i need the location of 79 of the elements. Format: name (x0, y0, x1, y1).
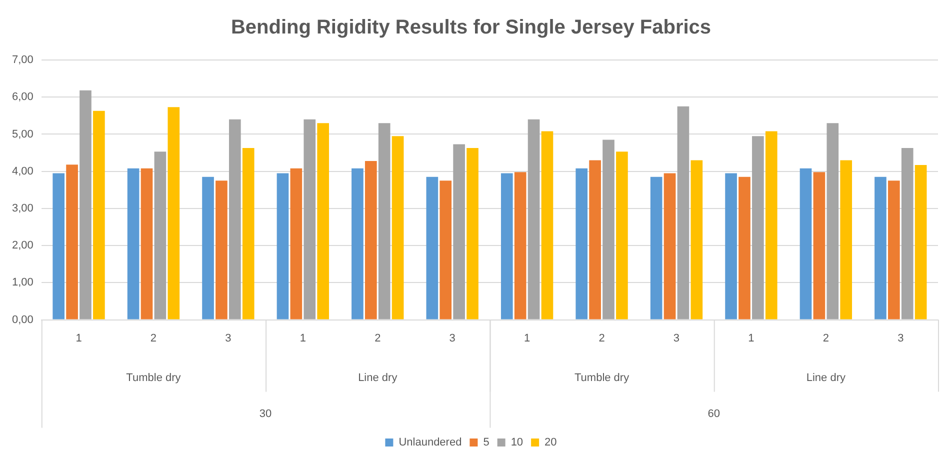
y-tick-label: 5,00 (12, 128, 34, 140)
bar (127, 168, 140, 320)
bar (242, 148, 254, 320)
y-tick-label: 2,00 (12, 240, 34, 252)
bar (752, 136, 764, 320)
bar (168, 107, 180, 320)
bar (364, 160, 377, 320)
bar (426, 176, 438, 320)
bar (765, 131, 778, 320)
text: 30 (259, 408, 272, 420)
bar (738, 176, 750, 320)
bar (901, 148, 914, 320)
bar (140, 168, 153, 320)
x-tick-label: 1 (748, 332, 754, 344)
legend-label: 10 (510, 436, 524, 449)
bar (914, 165, 927, 320)
bar (840, 160, 852, 320)
bar (440, 180, 452, 320)
chart-title: Bending Rigidity Results for Single Jersey Fabrics (230, 16, 712, 39)
bar (650, 176, 662, 320)
bar (616, 152, 628, 320)
x-tick-label: 1 (524, 332, 530, 344)
bar (664, 173, 676, 320)
bar (80, 90, 92, 320)
text: 60 (708, 408, 720, 420)
bar (290, 168, 302, 320)
x-tick-label: 1 (76, 332, 82, 344)
y-tick-label: 4,00 (12, 165, 34, 178)
text: Tumble dry (126, 372, 182, 384)
bar (52, 173, 65, 320)
bar (154, 152, 166, 320)
x-tick-label: 1 (300, 332, 306, 344)
y-tick-label: 1,00 (12, 276, 34, 289)
bar (541, 131, 554, 320)
bar (528, 119, 540, 320)
x-tick-label: 2 (374, 332, 381, 344)
bar (66, 164, 78, 320)
bar (317, 123, 330, 320)
bar (677, 106, 690, 320)
y-tick-label: 3,00 (12, 202, 34, 214)
bar (216, 180, 228, 320)
bar (576, 168, 588, 320)
x-tick-label: 3 (673, 332, 680, 344)
bar (800, 168, 812, 320)
bar (500, 173, 513, 320)
text: Line dry (358, 372, 398, 384)
bar (874, 176, 886, 320)
bar (392, 136, 404, 320)
bar (229, 119, 241, 320)
bar (826, 123, 839, 320)
bar (453, 144, 465, 320)
bar (202, 176, 214, 320)
text: Tumble dry (574, 372, 630, 384)
legend-label: 20 (544, 436, 557, 449)
y-tick-label: 6,00 (12, 91, 34, 104)
bar (276, 173, 289, 320)
x-tick-label: 2 (822, 332, 829, 344)
bar (589, 160, 601, 320)
bar (813, 172, 826, 320)
x-tick-label: 2 (150, 332, 157, 344)
bar (466, 148, 478, 320)
x-tick-label: 3 (898, 332, 904, 344)
bar (602, 140, 614, 320)
x-tick-label: 3 (225, 332, 232, 344)
bar (93, 110, 105, 320)
bar (725, 173, 737, 320)
bar (888, 180, 900, 320)
text: Line dry (806, 372, 846, 384)
y-tick-label: 0,00 (12, 314, 34, 326)
bar (304, 119, 316, 320)
bar (352, 168, 364, 320)
x-tick-label: 3 (449, 332, 456, 344)
legend-label: 5 (483, 436, 490, 449)
bar (378, 123, 390, 320)
bar (690, 160, 703, 320)
bar (514, 172, 526, 320)
legend-label: Unlaundered (398, 436, 462, 449)
x-tick-label: 2 (598, 332, 605, 344)
y-tick-label: 7,00 (12, 54, 34, 66)
